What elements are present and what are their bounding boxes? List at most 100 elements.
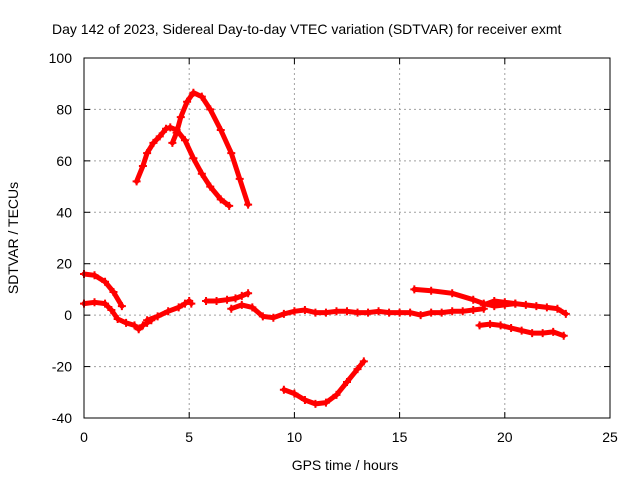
data-point	[410, 285, 419, 294]
data-point	[132, 177, 141, 186]
series-track-4	[134, 124, 232, 209]
data-point	[500, 298, 509, 307]
x-tick-label: 25	[602, 429, 618, 445]
data-point	[143, 149, 152, 158]
data-point	[321, 308, 330, 317]
x-tick-label: 20	[497, 429, 513, 445]
data-point	[332, 390, 341, 399]
data-point	[353, 365, 362, 374]
data-point	[448, 289, 457, 298]
data-point	[332, 307, 341, 316]
data-point	[130, 321, 139, 330]
data-point	[197, 92, 206, 101]
data-point	[101, 277, 110, 286]
data-point	[532, 302, 541, 311]
data-point	[521, 300, 530, 309]
data-point	[542, 303, 551, 312]
data-point	[290, 307, 299, 316]
data-point	[206, 105, 215, 114]
data-point	[448, 307, 457, 316]
data-point	[223, 295, 232, 304]
data-point	[164, 307, 173, 316]
data-point	[117, 302, 126, 311]
data-point	[237, 291, 246, 300]
x-tick-label: 15	[392, 429, 408, 445]
data-point	[538, 329, 547, 338]
data-point	[553, 304, 562, 313]
data-point	[237, 300, 246, 309]
data-point	[153, 312, 162, 321]
data-point	[343, 307, 351, 316]
data-point	[189, 88, 198, 97]
data-point	[374, 307, 383, 316]
data-point	[202, 297, 211, 305]
data-point	[227, 304, 236, 313]
x-tick-label: 0	[80, 429, 88, 445]
data-point	[113, 315, 122, 323]
data-point	[300, 306, 309, 314]
axis-ticks: 0 5 10 15 20 25 -40 -20 0 20 40 60 80 100	[49, 50, 618, 445]
y-tick-label: 80	[56, 101, 72, 117]
data-point	[469, 295, 478, 304]
data-point	[101, 299, 110, 308]
data-point	[197, 169, 206, 178]
data-point	[227, 149, 236, 158]
chart-title: Day 142 of 2023, Sidereal Day-to-day VTE…	[52, 21, 561, 37]
y-tick-label: 20	[56, 256, 72, 272]
data-point	[244, 289, 253, 298]
data-point	[162, 124, 171, 133]
data-point	[174, 303, 183, 312]
data-point	[138, 162, 147, 170]
data-point	[258, 312, 267, 321]
y-tick-label: 40	[56, 204, 72, 220]
data-point	[561, 309, 570, 318]
data-point	[496, 321, 505, 330]
data-point	[212, 297, 221, 305]
data-point	[385, 308, 394, 317]
series-track-8	[281, 358, 367, 407]
data-point	[172, 128, 181, 137]
data-point	[90, 298, 99, 307]
data-point	[427, 286, 436, 295]
data-point	[490, 297, 499, 305]
data-point	[269, 313, 278, 322]
x-axis-label: GPS time / hours	[292, 457, 399, 473]
data-point	[138, 321, 147, 330]
data-point	[206, 182, 215, 191]
data-point	[235, 174, 244, 183]
data-point	[90, 271, 99, 280]
data-point	[216, 126, 225, 134]
data-point	[244, 200, 253, 209]
data-point	[458, 307, 467, 316]
data-point	[122, 318, 131, 327]
data-point	[437, 308, 446, 317]
y-tick-label: -40	[52, 410, 72, 426]
data-point	[427, 308, 436, 317]
plot-frame	[83, 57, 611, 419]
data-point	[107, 306, 116, 314]
grid	[84, 58, 610, 418]
y-axis-label: SDTVAR / TECUs	[5, 182, 21, 294]
y-tick-label: 0	[64, 307, 72, 323]
data-point	[176, 113, 185, 122]
data-point	[189, 154, 198, 163]
data-point	[231, 294, 240, 303]
data-point	[166, 123, 175, 132]
data-point	[311, 308, 320, 317]
data-point	[406, 308, 415, 317]
data-point	[311, 399, 320, 408]
data-point	[364, 308, 373, 317]
data-point	[216, 195, 225, 204]
data-point	[225, 201, 234, 210]
data-point	[279, 309, 288, 318]
data-point	[155, 132, 164, 141]
data-point	[359, 357, 368, 366]
data-point	[321, 398, 330, 407]
data-point	[248, 303, 257, 312]
y-tick-label: 100	[49, 50, 73, 66]
data-point	[134, 325, 143, 334]
x-tick-label: 5	[185, 429, 193, 445]
data-point	[517, 326, 526, 335]
data-point	[549, 327, 558, 336]
x-tick-label: 10	[287, 429, 303, 445]
